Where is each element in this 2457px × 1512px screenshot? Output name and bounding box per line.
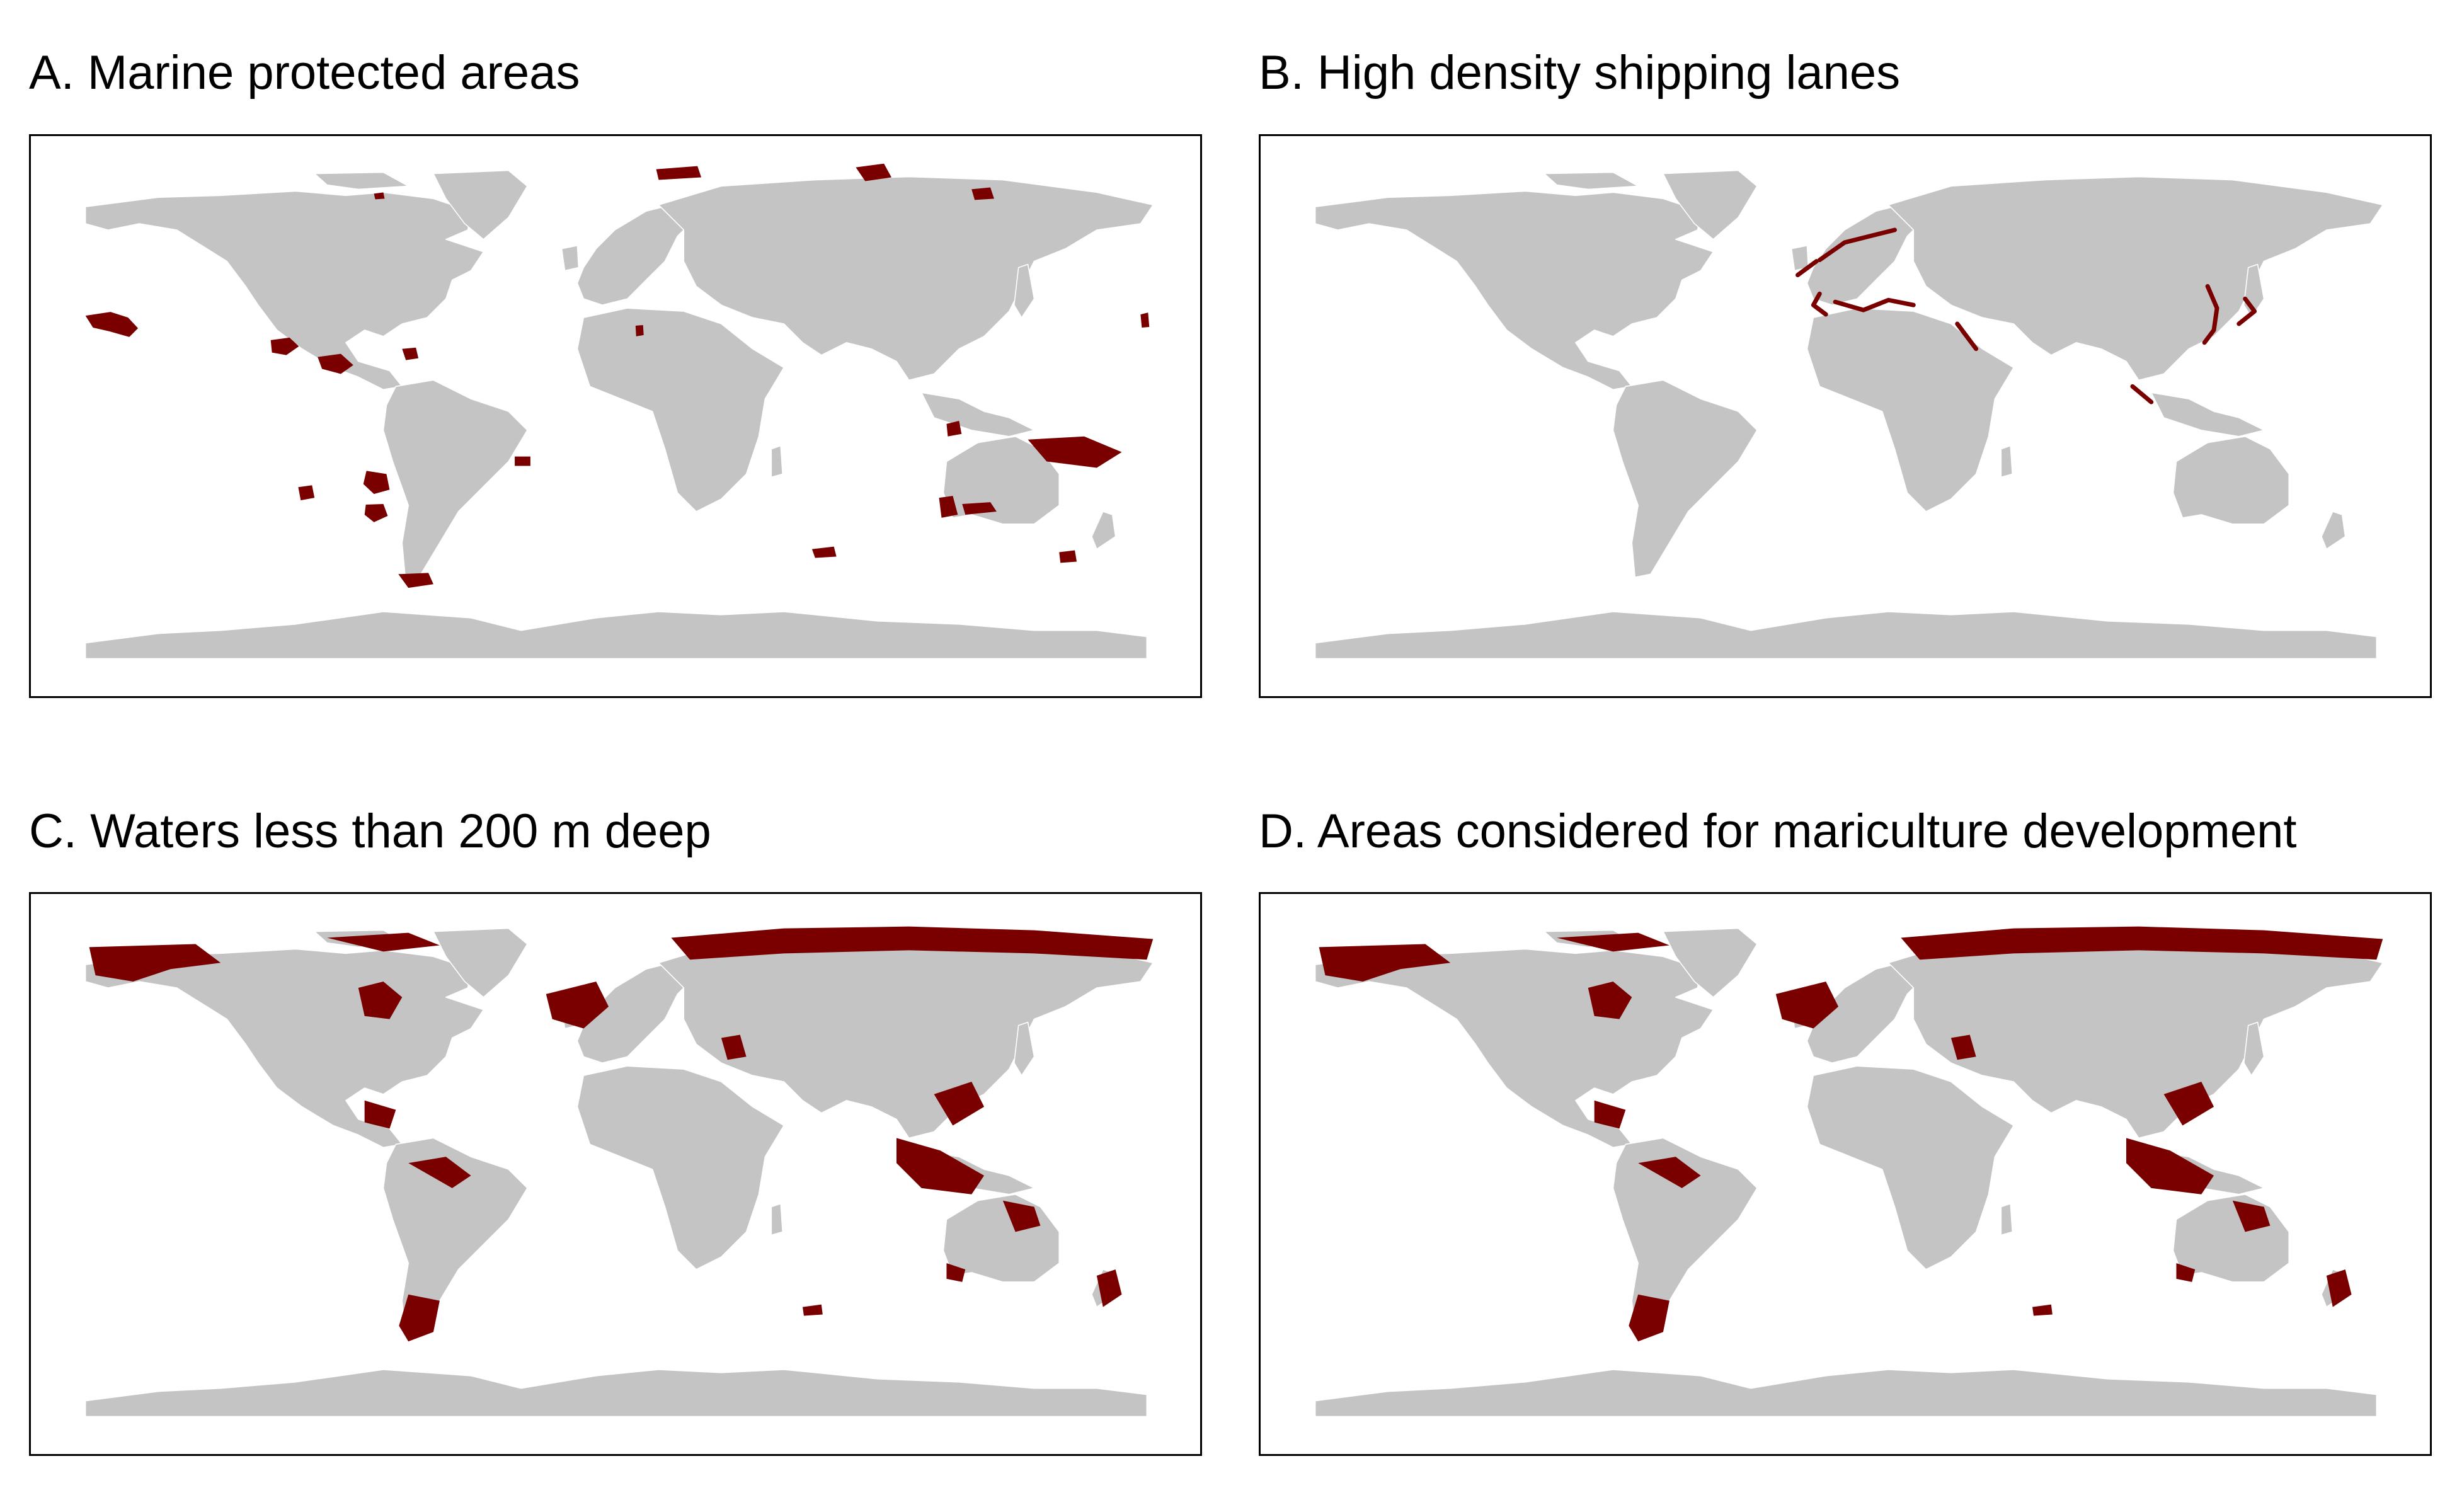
lane-red-sea	[1955, 321, 1979, 352]
panel-d-title: D. Areas considered for mariculture deve…	[1259, 805, 2297, 858]
mpa-west-australia	[939, 496, 958, 518]
mpa-chile-2	[364, 504, 388, 522]
lane-north-sea-baltic	[1817, 227, 1897, 263]
shipping-lanes	[1796, 227, 2257, 404]
panel-b-map	[1259, 134, 2432, 698]
lane-japan	[2236, 296, 2257, 326]
mpa-patagonia	[398, 573, 433, 588]
mpa-kerguelen	[811, 546, 837, 558]
panel-b-title: B. High density shipping lanes	[1259, 46, 1901, 100]
panel-c-svg	[84, 926, 1154, 1418]
panel-d-map	[1259, 892, 2432, 1456]
lane-english-channel	[1796, 259, 1819, 277]
mpa-north-atlantic	[635, 324, 644, 336]
lane-china-coast	[2202, 284, 2219, 345]
mpa-hawaii	[85, 312, 139, 337]
mpa-south-atlantic	[515, 456, 530, 466]
lane-mediterranean	[1833, 297, 1916, 312]
mpa-pacific-east	[298, 485, 315, 501]
mpa-nz-sub	[1059, 550, 1077, 563]
lane-malacca	[2130, 384, 2154, 404]
mpa-greenland	[656, 166, 702, 180]
panel-a-map	[29, 134, 1202, 698]
mpa-arctic-east	[971, 187, 994, 200]
marine-protected-areas	[85, 163, 1150, 588]
mpa-pacific-west	[1140, 312, 1150, 328]
mpa-arctic-russia	[856, 163, 892, 181]
mpa-caribbean-east	[402, 347, 419, 360]
mpa-canada-north	[374, 192, 385, 200]
panel-a-svg	[84, 163, 1154, 660]
panel-c-map	[29, 892, 1202, 1456]
mpa-south-australia	[962, 502, 997, 515]
panel-b-svg	[1314, 169, 2384, 660]
panel-c-title: C. Waters less than 200 m deep	[29, 805, 711, 858]
panel-a-title: A. Marine protected areas	[29, 46, 580, 100]
mpa-chile-1	[363, 471, 390, 495]
panel-d-svg	[1314, 926, 2384, 1418]
mpa-coral-sea	[1028, 436, 1122, 468]
mpa-caribbean	[318, 353, 353, 374]
lane-iberia	[1811, 291, 1828, 317]
mpa-mexico-pacific	[270, 337, 299, 355]
mpa-indonesia	[946, 420, 962, 437]
